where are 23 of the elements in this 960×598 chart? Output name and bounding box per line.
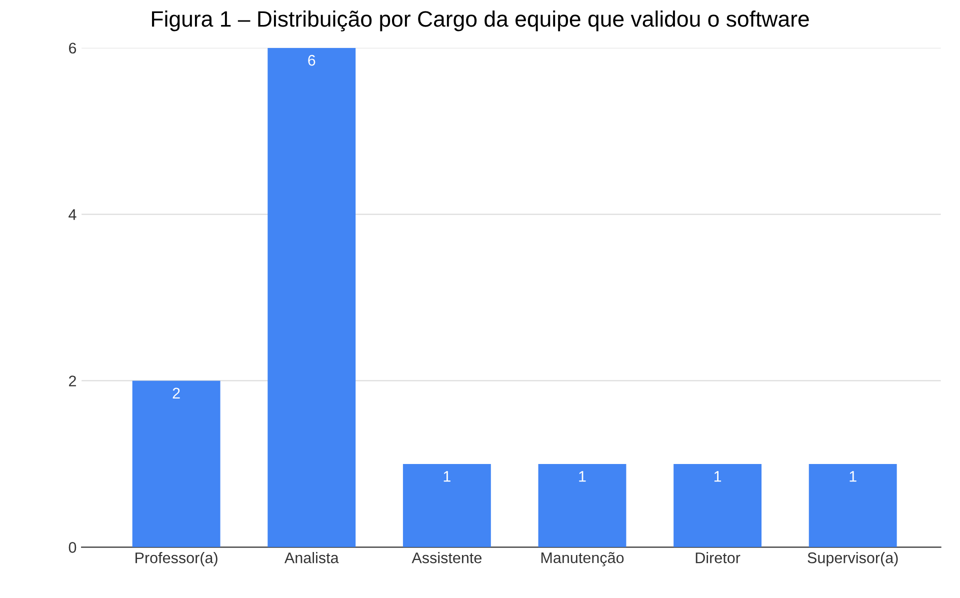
bar [538,464,626,548]
data-label: 1 [444,471,450,482]
x-tick-label: Diretor [696,552,740,564]
bar [674,464,762,548]
chart-title: Figura 1 – Distribuição por Cargo da equipe que validou o software [152,10,809,32]
bar [402,464,491,548]
x-tick-label: Professor(a) [136,552,218,566]
x-tick-label: Analista [284,552,339,564]
y-tick-label: 0 [68,542,76,553]
data-label: 2 [172,388,180,398]
data-label: 1 [714,471,722,482]
data-label: 6 [308,54,316,66]
x-tick-label: Manutenção [541,552,624,566]
bar [808,464,897,548]
bar [268,48,356,548]
y-tick-label: 6 [69,42,76,54]
bar [132,380,220,548]
data-label: 1 [579,471,586,482]
data-label: 1 [850,471,856,482]
x-tick-label: Supervisor(a) [808,552,898,566]
y-tick-label: 2 [69,376,76,386]
x-tick-label: Assistente [412,552,482,564]
y-tick-label: 4 [68,209,76,220]
